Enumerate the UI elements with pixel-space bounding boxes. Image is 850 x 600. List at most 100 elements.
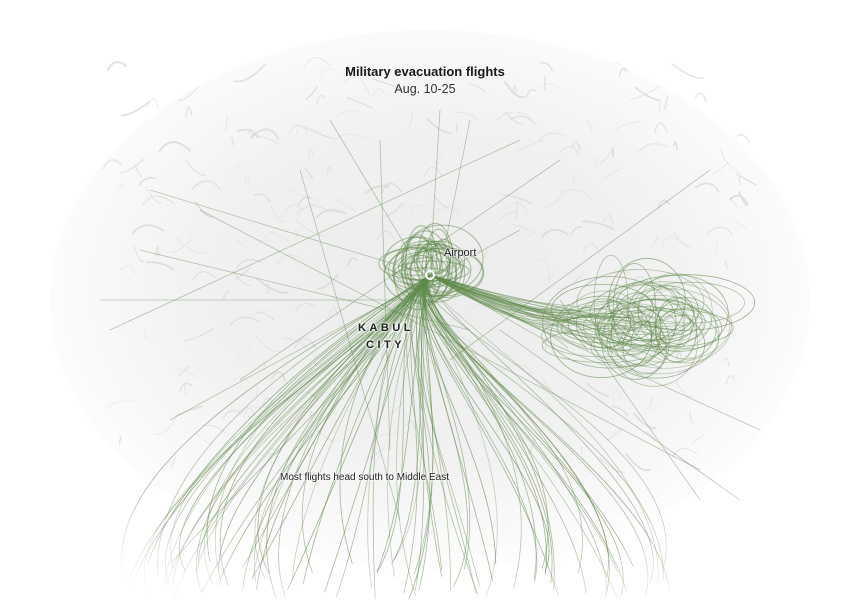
- terrain-ridge: [229, 316, 260, 327]
- flight-track: [336, 274, 431, 597]
- terrain-ridge: [736, 134, 750, 144]
- terrain-ridge: [224, 115, 228, 131]
- flight-track: [567, 298, 704, 352]
- terrain-ridge: [380, 348, 389, 360]
- flight-track: [379, 139, 391, 451]
- terrain-ridge: [724, 158, 743, 174]
- terrain-ridge: [332, 133, 366, 143]
- terrain-ridge: [467, 299, 484, 313]
- flight-track: [429, 274, 661, 350]
- terrain-ridge: [585, 305, 606, 318]
- terrain-ridge: [233, 64, 266, 83]
- flight-track: [429, 274, 687, 332]
- terrain-ridge: [191, 180, 221, 191]
- terrain-ridge: [255, 336, 279, 352]
- terrain-ridge: [297, 196, 312, 206]
- terrain-ridge: [514, 200, 519, 220]
- terrain-ridge: [514, 139, 545, 152]
- terrain-ridge: [304, 126, 336, 140]
- terrain-ridge: [387, 361, 392, 372]
- terrain-ridge: [106, 61, 127, 72]
- flight-track: [560, 312, 653, 344]
- terrain-ridge: [586, 119, 593, 131]
- terrain-ridge: [542, 191, 566, 208]
- terrain-ridge: [559, 145, 580, 156]
- flight-track: [239, 159, 561, 381]
- flight-track: [648, 284, 686, 357]
- terrain-ridge: [687, 297, 719, 308]
- terrain-ridge: [222, 290, 230, 301]
- flight-track: [429, 274, 566, 325]
- flight-track: [596, 308, 734, 348]
- terrain-ridge: [463, 366, 472, 381]
- terrain-ridge: [304, 168, 314, 180]
- terrain-ridge: [624, 452, 651, 472]
- terrain-ridge: [629, 86, 660, 100]
- flight-track: [429, 109, 441, 271]
- terrain-ridge: [119, 265, 136, 275]
- terrain-ridge: [285, 204, 303, 214]
- flight-track: [655, 307, 723, 350]
- terrain-ridge: [572, 174, 576, 187]
- terrain-ridge: [500, 364, 534, 375]
- terrain-ridge: [145, 186, 163, 204]
- terrain-ridge: [158, 141, 192, 153]
- terrain-ridge: [282, 337, 307, 348]
- terrain-ridge: [254, 239, 275, 249]
- terrain-ridge: [304, 57, 331, 68]
- terrain-ridge: [407, 110, 414, 129]
- flight-track: [606, 282, 679, 324]
- terrain-ridge: [406, 420, 416, 430]
- terrain-ridge: [265, 282, 270, 295]
- flight-track: [429, 274, 686, 346]
- flight-track: [541, 328, 667, 363]
- terrain-ridge: [142, 195, 175, 206]
- flight-track: [429, 274, 629, 319]
- terrain-ridge: [509, 223, 537, 235]
- terrain-ridge: [236, 240, 249, 251]
- flight-track: [449, 169, 711, 361]
- terrain-ridge: [169, 238, 194, 254]
- terrain-ridge: [296, 124, 299, 135]
- terrain-ridge: [155, 245, 160, 257]
- terrain-ridge: [367, 446, 386, 460]
- flight-track: [169, 229, 521, 421]
- flight-track: [329, 119, 421, 271]
- terrain-ridge: [255, 277, 289, 294]
- terrain-ridge: [614, 120, 642, 131]
- flight-track: [427, 274, 634, 567]
- terrain-ridge: [512, 85, 518, 96]
- terrain-ridge: [372, 88, 386, 99]
- terrain-ridge: [675, 350, 682, 361]
- terrain-ridge: [529, 258, 550, 269]
- flight-track: [601, 305, 670, 380]
- terrain-ridge: [488, 329, 512, 343]
- terrain-ridge: [483, 248, 488, 260]
- terrain-ridge: [274, 420, 284, 431]
- terrain-ridge: [119, 183, 125, 193]
- terrain-ridge: [657, 199, 670, 210]
- terrain-ridge: [233, 356, 244, 366]
- terrain-ridge: [502, 194, 532, 205]
- flight-track: [403, 274, 431, 594]
- terrain-ridge: [179, 382, 193, 392]
- terrain-ridge: [730, 197, 740, 209]
- terrain-ridge: [286, 188, 318, 202]
- terrain-ridge: [249, 134, 280, 144]
- terrain-ridge: [332, 293, 361, 303]
- terrain-ridge: [658, 98, 661, 112]
- terrain-ridge: [582, 220, 616, 231]
- terrain-ridge: [715, 240, 718, 256]
- flight-track: [401, 224, 484, 294]
- terrain-ridge: [581, 446, 583, 455]
- terrain-ridge: [706, 226, 734, 237]
- flight-track: [541, 315, 664, 358]
- terrain-ridge: [347, 257, 358, 267]
- terrain-ridge: [105, 400, 139, 409]
- flight-track: [139, 249, 471, 331]
- terrain-ridge: [276, 254, 305, 265]
- terrain-ridge: [185, 106, 193, 118]
- terrain-ridge: [174, 405, 204, 417]
- terrain-ridge: [648, 397, 653, 410]
- flight-track: [130, 274, 431, 587]
